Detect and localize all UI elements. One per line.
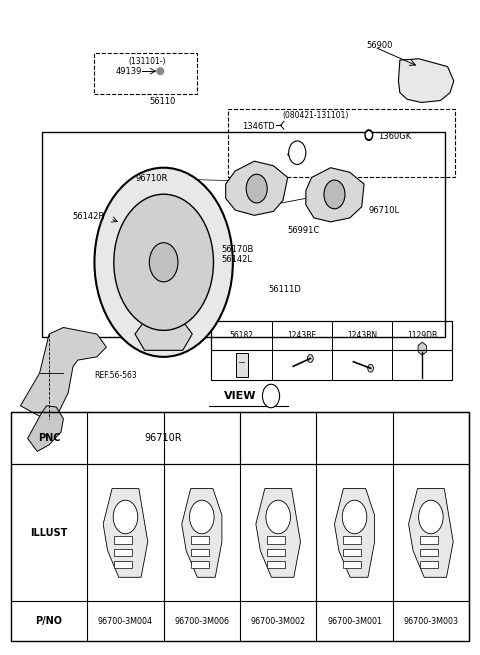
Text: 96710R: 96710R [145, 434, 182, 443]
Circle shape [324, 180, 345, 209]
Bar [343, 536, 361, 544]
Text: 56142R: 56142R [72, 212, 104, 221]
Bar [11, 412, 469, 464]
Text: 96710L: 96710L [369, 206, 400, 215]
Bar [211, 321, 452, 380]
Text: 1346TD: 1346TD [242, 122, 275, 131]
Polygon shape [398, 59, 454, 102]
Circle shape [114, 194, 214, 330]
Circle shape [266, 500, 290, 534]
Polygon shape [226, 161, 288, 215]
Text: PNC: PNC [38, 434, 60, 443]
Bar [420, 536, 438, 544]
Text: 96700-3M002: 96700-3M002 [251, 616, 306, 626]
Text: 56182: 56182 [229, 331, 253, 340]
Circle shape [288, 141, 306, 164]
Polygon shape [182, 489, 222, 577]
Text: A: A [267, 391, 275, 401]
Text: 96700-3M003: 96700-3M003 [403, 616, 458, 626]
Circle shape [368, 364, 373, 372]
Polygon shape [335, 489, 374, 577]
Text: 96700-3M006: 96700-3M006 [174, 616, 229, 626]
Text: VIEW: VIEW [224, 391, 256, 401]
Text: (080421-131101): (080421-131101) [282, 111, 348, 120]
Bar [114, 536, 132, 544]
Bar [236, 353, 248, 377]
Bar [267, 549, 285, 556]
Polygon shape [306, 168, 364, 222]
Text: 56170B: 56170B [221, 245, 253, 253]
Text: 56900: 56900 [366, 41, 393, 50]
Circle shape [263, 384, 280, 407]
Circle shape [113, 500, 138, 534]
Bar [42, 132, 445, 337]
Polygon shape [408, 489, 453, 577]
Text: A: A [294, 148, 300, 157]
Text: (131101-): (131101-) [128, 57, 166, 66]
Polygon shape [103, 489, 148, 577]
Circle shape [149, 243, 178, 282]
Circle shape [419, 500, 443, 534]
Text: 56142L: 56142L [221, 255, 252, 263]
Text: 56110: 56110 [149, 97, 176, 105]
Polygon shape [135, 321, 192, 350]
Polygon shape [256, 489, 300, 577]
Ellipse shape [157, 68, 164, 75]
Text: 56111D: 56111D [269, 285, 301, 294]
Bar [228, 109, 455, 178]
Bar [11, 464, 469, 601]
Bar [267, 561, 285, 569]
Bar [11, 412, 469, 641]
Bar [191, 561, 208, 569]
Circle shape [366, 132, 371, 138]
Bar [95, 53, 197, 94]
Text: 96710R: 96710R [135, 174, 168, 183]
Bar [191, 549, 208, 556]
Bar [114, 561, 132, 569]
Text: 56991C: 56991C [288, 227, 320, 235]
Bar [267, 536, 285, 544]
Circle shape [342, 500, 367, 534]
Polygon shape [28, 405, 63, 451]
Text: ILLUST: ILLUST [30, 528, 68, 538]
Text: P/NO: P/NO [36, 616, 62, 626]
Text: 96700-3M001: 96700-3M001 [327, 616, 382, 626]
Text: 49139: 49139 [116, 67, 142, 76]
Circle shape [95, 168, 233, 357]
Bar [114, 549, 132, 556]
Circle shape [308, 354, 313, 362]
Text: 1129DB: 1129DB [407, 331, 437, 340]
Text: 1243BN: 1243BN [347, 331, 377, 340]
Text: 1360GK: 1360GK [378, 132, 412, 141]
Bar [343, 549, 361, 556]
Bar [191, 536, 208, 544]
Text: 1243BE: 1243BE [287, 331, 316, 340]
Bar [343, 561, 361, 569]
Bar [420, 549, 438, 556]
Bar [211, 321, 452, 350]
Polygon shape [21, 328, 107, 419]
Circle shape [365, 130, 372, 140]
Text: 96700-3M004: 96700-3M004 [98, 616, 153, 626]
Circle shape [246, 174, 267, 203]
Bar [420, 561, 438, 569]
Circle shape [190, 500, 214, 534]
Text: REF.56-563: REF.56-563 [95, 371, 137, 380]
